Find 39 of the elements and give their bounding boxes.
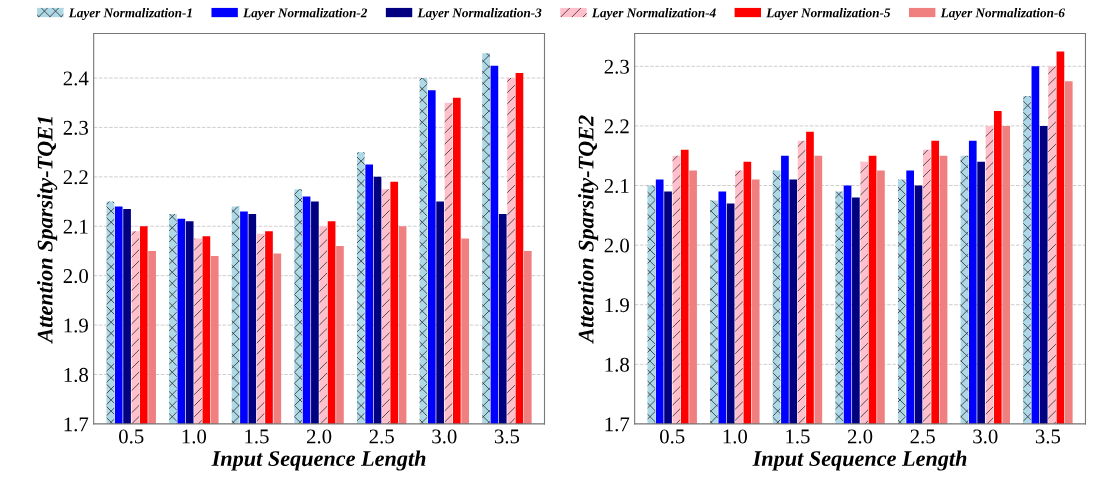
x-tick-label: 3.0 (432, 429, 457, 444)
y-tick-label: 1.8 (605, 357, 629, 372)
x-tick-label: 1.5 (786, 429, 810, 444)
y-tick-label: 2.0 (604, 238, 629, 253)
y-tick-label: 2.3 (604, 59, 629, 74)
x-tick-label: 3.5 (1035, 429, 1061, 444)
x-tick-label: 2.5 (369, 429, 394, 444)
y-tick-label: 2.1 (604, 178, 629, 194)
x-tick-label: 2.0 (306, 429, 332, 444)
legend-label: Layer Normalization-2 (243, 8, 368, 20)
x-tick-label: 2.5 (910, 429, 935, 444)
x-axis-title: Input Sequence Length (211, 450, 426, 471)
legend-label: Layer Normalization-3 (417, 8, 542, 20)
y-tick-label: 2.4 (63, 71, 89, 86)
y-tick-label: 2.2 (604, 119, 629, 134)
y-tick-label: 2.0 (63, 269, 89, 284)
y-tick-label: 1.8 (64, 367, 89, 383)
x-axis-title: Input Sequence Length (752, 450, 967, 471)
y-tick-label: 2.3 (63, 120, 88, 135)
x-tick-label: 0.5 (119, 429, 144, 444)
x-tick-label: 1.0 (723, 429, 748, 444)
y-tick-label: 2.2 (63, 170, 88, 185)
y-tick-label: 2.1 (63, 219, 88, 234)
legend-label: Layer Normalization-6 (940, 8, 1065, 20)
y-axis-title: Attention Sparsity-TQE2 (577, 115, 599, 344)
y-axis-title: Attention Sparsity-TQE1 (37, 117, 58, 344)
x-tick-label: 3.5 (494, 429, 520, 444)
x-tick-label: 2.0 (847, 429, 873, 444)
y-tick-label: 1.9 (64, 318, 88, 333)
y-tick-label: 1.7 (64, 417, 89, 432)
y-tick-label: 1.9 (605, 298, 629, 313)
legend-label: Layer Normalization-1 (68, 8, 192, 20)
x-tick-label: 0.5 (659, 429, 685, 444)
x-tick-label: 1.5 (245, 429, 269, 444)
x-tick-label: 3.0 (973, 429, 998, 444)
legend-label: Layer Normalization-4 (591, 8, 716, 20)
y-tick-label: 1.7 (605, 417, 630, 432)
legend-label: Layer Normalization-5 (766, 8, 891, 20)
x-tick-label: 1.0 (182, 429, 207, 444)
